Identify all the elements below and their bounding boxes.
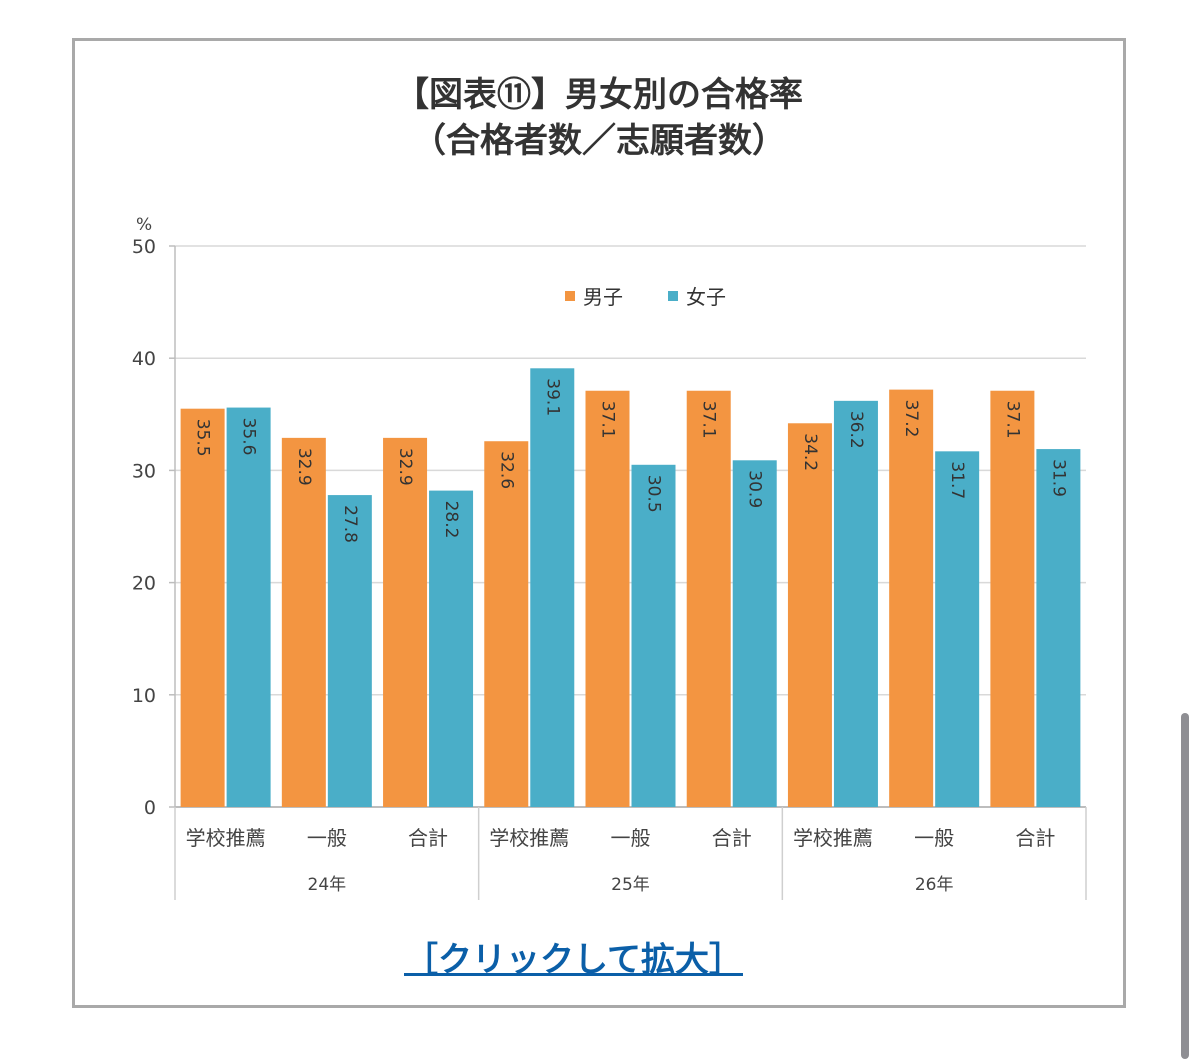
chart-title-line2: （合格者数／志願者数） <box>412 121 786 161</box>
data-label: 36.2 <box>846 411 866 449</box>
data-label: 37.1 <box>1002 401 1022 439</box>
bar <box>787 423 832 807</box>
y-tick-label: 40 <box>132 348 156 370</box>
legend-label: 男子 <box>583 285 623 309</box>
bar <box>226 407 271 807</box>
y-tick-label: 20 <box>132 573 156 595</box>
bar <box>429 490 474 807</box>
data-label: 34.2 <box>800 433 820 471</box>
bar <box>732 460 777 807</box>
y-unit-label: % <box>136 215 152 235</box>
x-tick-label: 一般 <box>307 826 347 850</box>
data-label: 27.8 <box>340 505 360 543</box>
data-label: 30.9 <box>745 470 765 508</box>
data-label: 28.2 <box>441 501 461 539</box>
data-label: 32.9 <box>294 448 314 486</box>
bar <box>530 368 575 807</box>
y-tick-label: 10 <box>132 685 156 707</box>
legend-swatch <box>565 291 575 301</box>
bar <box>383 437 428 807</box>
y-tick-label: 0 <box>144 797 156 819</box>
x-tick-label: 合計 <box>1015 826 1055 850</box>
y-tick-label: 50 <box>132 236 156 258</box>
data-label: 31.7 <box>947 461 967 499</box>
x-tick-label: 学校推薦 <box>186 826 266 850</box>
bar <box>585 390 630 807</box>
enlarge-link[interactable]: ［クリックして拡大］ <box>404 940 743 980</box>
bar <box>484 441 529 807</box>
bar <box>990 390 1035 807</box>
bar <box>833 400 878 807</box>
x-tick-label: 一般 <box>611 826 651 850</box>
chart-title-line1: 【図表⑪】男女別の合格率 <box>395 75 803 115</box>
bar <box>281 437 326 807</box>
bar <box>889 389 934 807</box>
chart-title: 【図表⑪】男女別の合格率 （合格者数／志願者数） <box>72 72 1126 164</box>
x-tick-label: 学校推薦 <box>793 826 873 850</box>
data-label: 30.5 <box>644 475 664 513</box>
data-label: 31.9 <box>1048 459 1068 497</box>
bar <box>327 495 372 807</box>
scrollbar[interactable] <box>1181 713 1189 1059</box>
legend-swatch <box>668 291 678 301</box>
bar <box>686 390 731 807</box>
group-label: 25年 <box>611 875 650 895</box>
x-tick-label: 合計 <box>408 826 448 850</box>
data-label: 37.1 <box>598 401 618 439</box>
legend-label: 女子 <box>686 285 726 309</box>
x-tick-label: 学校推薦 <box>489 826 569 850</box>
data-label: 37.2 <box>901 400 921 438</box>
bar <box>935 451 980 807</box>
group-label: 26年 <box>915 875 954 895</box>
data-label: 32.6 <box>496 451 516 489</box>
data-label: 35.5 <box>193 419 213 457</box>
x-tick-label: 一般 <box>914 826 954 850</box>
data-label: 32.9 <box>395 448 415 486</box>
data-label: 35.6 <box>239 418 259 456</box>
bar <box>631 464 676 807</box>
bar <box>180 408 225 807</box>
data-label: 37.1 <box>699 401 719 439</box>
data-label: 39.1 <box>542 378 562 416</box>
y-tick-label: 30 <box>132 460 156 482</box>
bar <box>1036 449 1081 807</box>
group-label: 24年 <box>308 875 347 895</box>
x-tick-label: 合計 <box>712 826 752 850</box>
